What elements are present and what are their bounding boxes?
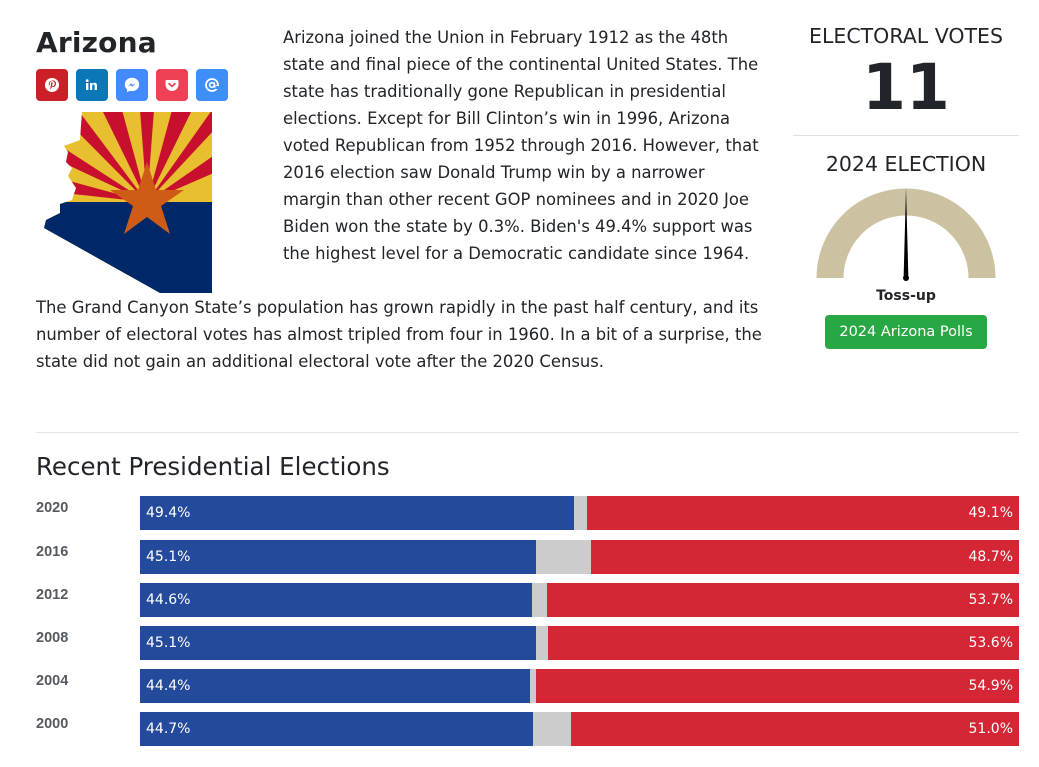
rep-percent-label: 51.0% <box>968 721 1013 737</box>
pinterest-icon <box>45 78 59 92</box>
gauge-hub <box>903 275 909 281</box>
result-bar: 45.1% 53.6% <box>140 626 1019 660</box>
rep-share-bar <box>536 669 1019 703</box>
dem-percent-label: 44.4% <box>146 678 191 694</box>
rep-percent-label: 53.7% <box>968 592 1013 608</box>
election-row: 2004 44.4% 54.9% <box>36 669 1019 703</box>
pinterest-share-button[interactable] <box>36 69 68 101</box>
section-divider <box>36 432 1019 433</box>
election-row: 2016 45.1% 48.7% <box>36 540 1019 574</box>
state-title: Arizona <box>36 26 157 59</box>
rep-percent-label: 48.7% <box>968 549 1013 565</box>
share-buttons <box>36 69 228 101</box>
pocket-icon <box>165 80 179 91</box>
rep-share-bar <box>587 496 1019 530</box>
rep-share-bar <box>590 540 1019 574</box>
dem-share-bar <box>140 626 537 660</box>
dem-percent-label: 44.6% <box>146 592 191 608</box>
result-bar: 44.4% 54.9% <box>140 669 1019 703</box>
election-row: 2008 45.1% 53.6% <box>36 626 1019 660</box>
election-year: 2016 <box>36 544 69 560</box>
election-row: 2000 44.7% 51.0% <box>36 712 1019 746</box>
dem-percent-label: 45.1% <box>146 549 191 565</box>
intro-paragraph-2: The Grand Canyon State’s population has … <box>36 298 762 371</box>
electoral-votes-label: ELECTORAL VOTES <box>809 24 1003 48</box>
email-share-button[interactable] <box>196 69 228 101</box>
electoral-votes-count: 11 <box>862 51 950 124</box>
election-year: 2008 <box>36 630 69 646</box>
state-intro: Arizona joined the Union in February 191… <box>36 24 766 375</box>
rep-percent-label: 53.6% <box>968 635 1013 651</box>
messenger-share-button[interactable] <box>116 69 148 101</box>
electoral-panel: ELECTORAL VOTES 11 2024 ELECTION Toss-up… <box>793 22 1019 349</box>
linkedin-share-button[interactable] <box>76 69 108 101</box>
rep-share-bar <box>570 712 1019 746</box>
election-2024-label: 2024 ELECTION <box>825 152 987 176</box>
email-icon <box>205 78 219 92</box>
election-row: 2020 49.4% 49.1% <box>36 496 1019 530</box>
dem-share-bar <box>140 669 531 703</box>
dem-percent-label: 49.4% <box>146 505 191 521</box>
rep-percent-label: 49.1% <box>968 505 1013 521</box>
result-bar: 44.7% 51.0% <box>140 712 1019 746</box>
arizona-flag-map <box>44 112 212 293</box>
gauge-needle <box>903 188 909 278</box>
messenger-icon <box>124 77 140 93</box>
rep-share-bar <box>546 583 1019 617</box>
pocket-share-button[interactable] <box>156 69 188 101</box>
result-bar: 44.6% 53.7% <box>140 583 1019 617</box>
polls-button[interactable]: 2024 Arizona Polls <box>825 315 987 349</box>
dem-share-bar <box>140 540 537 574</box>
rating-label: Toss-up <box>876 288 936 304</box>
election-year: 2012 <box>36 587 69 603</box>
result-bar: 45.1% 48.7% <box>140 540 1019 574</box>
dem-percent-label: 45.1% <box>146 635 191 651</box>
election-year: 2000 <box>36 716 69 732</box>
recent-elections-title: Recent Presidential Elections <box>36 452 390 481</box>
rep-percent-label: 54.9% <box>968 678 1013 694</box>
rep-share-bar <box>547 626 1019 660</box>
result-bar: 49.4% 49.1% <box>140 496 1019 530</box>
panel-divider <box>793 135 1019 136</box>
election-year: 2004 <box>36 673 69 689</box>
dem-share-bar <box>140 712 533 746</box>
dem-share-bar <box>140 496 575 530</box>
intro-paragraph-1: Arizona joined the Union in February 191… <box>283 28 759 263</box>
rating-gauge <box>816 188 996 281</box>
election-row: 2012 44.6% 53.7% <box>36 583 1019 617</box>
election-year: 2020 <box>36 500 69 516</box>
dem-share-bar <box>140 583 533 617</box>
dem-percent-label: 44.7% <box>146 721 191 737</box>
linkedin-icon <box>85 79 97 90</box>
